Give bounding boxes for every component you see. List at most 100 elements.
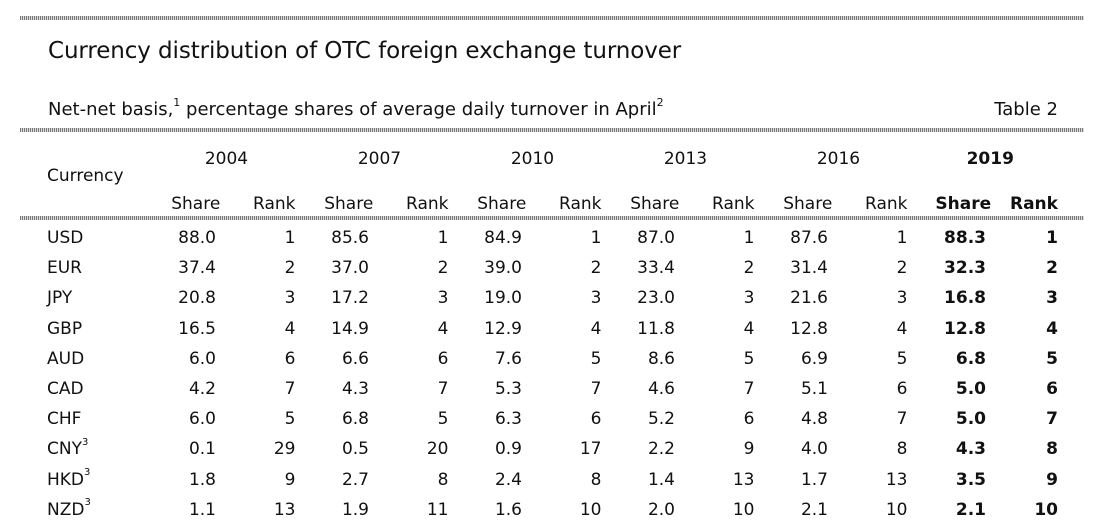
table-row: NZD3 1.1 13 1.9 11 1.6 10 2.0 10 2.1 10 2.1 10 (20, 494, 1064, 525)
share-header: Share (477, 194, 527, 214)
rank-cell: 7 (1046, 409, 1058, 430)
share-cell: 6.8 (341, 409, 369, 430)
share-header: Share (783, 194, 833, 214)
rank-cell: 6 (546, 404, 609, 435)
share-cell: 87.0 (637, 228, 675, 249)
year-header-row: Currency 2004 2007 2010 2013 2016 2019 (20, 132, 1064, 219)
share-cell: 85.6 (331, 228, 369, 249)
table-row: GBP 16.5 4 14.9 4 12.9 4 11.8 4 12.8 4 12.8 4 (20, 313, 1064, 344)
year-header: 2013 (609, 132, 762, 188)
rank-cell: 1 (1046, 228, 1058, 249)
share-cell: 87.6 (790, 228, 828, 249)
currency-cell: USD (20, 219, 150, 254)
rank-cell: 4 (240, 313, 303, 344)
share-cell: 1.9 (341, 499, 369, 520)
share-cell: 14.9 (331, 318, 369, 339)
rank-cell: 13 (699, 464, 762, 495)
subtitle: Net-net basis,1 percentage shares of ave… (48, 96, 664, 120)
currency-cell: GBP (20, 313, 150, 344)
table-label: Table 2 (994, 99, 1058, 120)
share-cell: 12.8 (944, 318, 986, 339)
share-cell: 6.6 (341, 348, 369, 369)
rank-cell: 9 (240, 464, 303, 495)
share-cell: 6.3 (494, 409, 522, 430)
rank-cell: 5 (240, 404, 303, 435)
share-cell: 2.1 (800, 499, 828, 520)
share-cell: 2.4 (494, 469, 522, 490)
rank-cell: 13 (240, 494, 303, 525)
rank-cell: 6 (393, 343, 456, 374)
rank-cell: 4 (852, 313, 915, 344)
table-row: AUD 6.0 6 6.6 6 7.6 5 8.6 5 6.9 5 6.8 5 (20, 343, 1064, 374)
table-row: USD 88.0 1 85.6 1 84.9 1 87.0 1 87.6 1 88.3 1 (20, 219, 1064, 254)
share-cell: 12.8 (790, 318, 828, 339)
rank-cell: 3 (1046, 288, 1058, 309)
share-cell: 6.0 (188, 348, 216, 369)
rank-cell: 7 (546, 373, 609, 405)
share-cell: 2.7 (341, 469, 369, 490)
turnover-table: Currency 2004 2007 2010 2013 2016 2019 S… (20, 132, 1064, 525)
currency-cell: JPY (20, 283, 150, 314)
share-cell: 19.0 (484, 288, 522, 309)
share-cell: 31.4 (790, 258, 828, 279)
rank-cell: 3 (393, 283, 456, 314)
share-cell: 20.8 (178, 288, 216, 309)
footnote-marker: 3 (84, 466, 91, 478)
header-rule (20, 128, 1084, 132)
share-cell: 4.3 (955, 439, 986, 460)
rank-cell: 2 (546, 253, 609, 284)
table-row: CNY3 0.1 29 0.5 20 0.9 17 2.2 9 4.0 8 4.3 8 (20, 434, 1064, 465)
year-header: 2019 (915, 132, 1064, 188)
rank-cell: 3 (699, 283, 762, 314)
table-row: HKD3 1.8 9 2.7 8 2.4 8 1.4 13 1.7 13 3.5 9 (20, 464, 1064, 495)
table-row: CHF 6.0 5 6.8 5 6.3 6 5.2 6 4.8 7 5.0 7 (20, 404, 1064, 435)
currency-header: Currency (20, 132, 150, 219)
rank-cell: 17 (546, 434, 609, 465)
share-cell: 4.3 (341, 379, 369, 400)
rank-cell: 2 (393, 253, 456, 284)
share-cell: 1.1 (188, 499, 216, 520)
rank-cell: 6 (1046, 379, 1058, 400)
share-cell: 1.6 (494, 499, 522, 520)
share-cell: 37.4 (178, 258, 216, 279)
table-body: USD 88.0 1 85.6 1 84.9 1 87.0 1 87.6 1 88.3 1 EUR 37.4… (20, 219, 1064, 525)
rank-cell: 3 (240, 283, 303, 314)
share-header: Share (935, 194, 992, 214)
rank-cell: 10 (546, 494, 609, 525)
rank-cell: 8 (546, 464, 609, 495)
rank-cell: 3 (852, 283, 915, 314)
share-cell: 1.8 (188, 469, 216, 490)
share-cell: 4.2 (188, 379, 216, 400)
footnote-marker-1: 1 (173, 96, 181, 109)
rank-header: Rank (240, 187, 303, 219)
share-cell: 4.6 (647, 379, 675, 400)
share-cell: 4.8 (800, 409, 828, 430)
share-cell: 6.0 (188, 409, 216, 430)
rank-header: Rank (393, 187, 456, 219)
year-header: 2016 (762, 132, 915, 188)
currency-cell: NZD3 (20, 494, 150, 525)
currency-cell: CNY3 (20, 434, 150, 465)
rank-cell: 20 (393, 434, 456, 465)
rank-cell: 10 (699, 494, 762, 525)
rank-cell: 9 (1046, 469, 1058, 490)
share-cell: 21.6 (790, 288, 828, 309)
rank-header: Rank (699, 187, 762, 219)
rank-cell: 10 (852, 494, 915, 525)
rank-cell: 6 (852, 373, 915, 405)
footnote-marker: 3 (81, 436, 89, 448)
rank-header: Rank (1010, 194, 1058, 214)
share-cell: 32.3 (944, 258, 986, 279)
rank-cell: 6 (699, 404, 762, 435)
share-cell: 1.7 (800, 469, 828, 490)
share-cell: 7.6 (494, 348, 522, 369)
share-cell: 5.2 (647, 409, 675, 430)
share-cell: 11.8 (637, 318, 675, 339)
rank-cell: 4 (699, 313, 762, 344)
currency-cell: CAD (20, 373, 150, 405)
rank-cell: 1 (699, 219, 762, 254)
rank-cell: 2 (852, 253, 915, 284)
share-header: Share (324, 194, 374, 214)
rank-cell: 1 (546, 219, 609, 254)
footnote-marker: 3 (84, 497, 91, 509)
